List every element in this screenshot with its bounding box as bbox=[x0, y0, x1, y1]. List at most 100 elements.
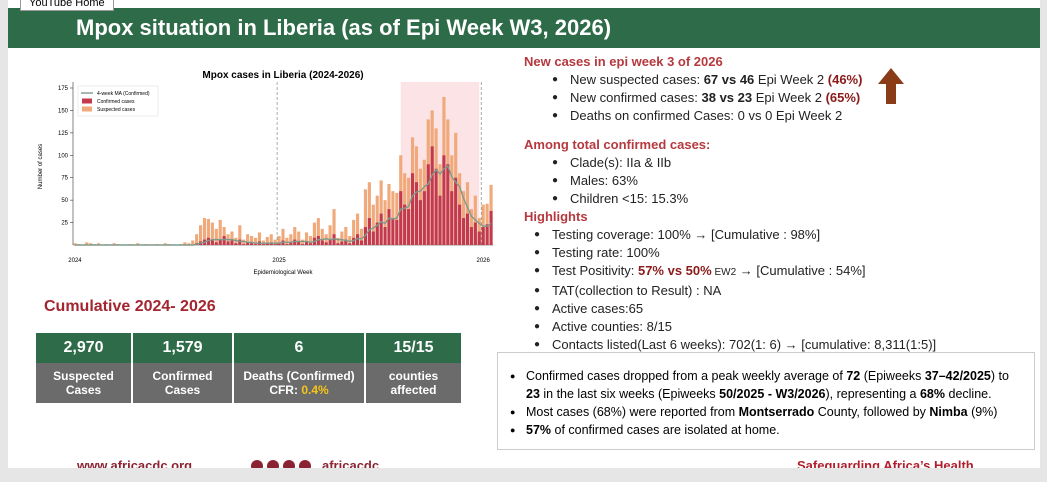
bar bbox=[301, 244, 305, 245]
bar bbox=[336, 243, 340, 245]
bar bbox=[191, 240, 195, 245]
bar bbox=[446, 164, 450, 245]
bar bbox=[257, 232, 262, 245]
bar bbox=[442, 155, 446, 245]
bar bbox=[238, 225, 242, 245]
legend-label: Confirmed cases bbox=[97, 99, 135, 105]
social-icons bbox=[251, 460, 311, 468]
bar bbox=[210, 222, 214, 245]
x-tick-label: 2024 bbox=[68, 258, 82, 264]
list-item: Confirmed cases dropped from a peak week… bbox=[510, 367, 1024, 403]
text-run: Testing coverage: 100% → [Cumulative : 9… bbox=[552, 227, 821, 242]
bar bbox=[285, 244, 289, 245]
tile-value: 2,970 bbox=[36, 333, 131, 363]
bar bbox=[344, 227, 348, 245]
text-run: 57% bbox=[526, 423, 552, 437]
bar bbox=[316, 218, 320, 245]
bar bbox=[328, 225, 332, 245]
text-run: TAT(collection to Result) : NA bbox=[552, 283, 722, 298]
list: Testing coverage: 100% → [Cumulative : 9… bbox=[524, 226, 1024, 354]
bar bbox=[242, 244, 246, 245]
cumulative-tiles: 2,970 1,579 6 15/15 Suspected Cases Confirmed… bbox=[34, 333, 463, 403]
tile-label-text: Suspected Cases bbox=[53, 369, 114, 397]
bar bbox=[85, 242, 89, 245]
bar bbox=[438, 195, 442, 245]
text-run: Confirmed cases dropped from a peak week… bbox=[526, 369, 847, 383]
bar bbox=[195, 234, 199, 245]
text-run: 68% bbox=[919, 387, 946, 401]
bar bbox=[328, 239, 332, 245]
bar bbox=[187, 243, 191, 245]
list-item: Males: 63% bbox=[552, 172, 1024, 190]
bar bbox=[418, 200, 422, 245]
tile-label-text: Confirmed Cases bbox=[152, 369, 213, 397]
bar bbox=[312, 222, 316, 245]
text-run: Nimba bbox=[929, 405, 968, 419]
up-arrow-icon bbox=[878, 68, 904, 104]
bar bbox=[356, 213, 360, 245]
bar bbox=[214, 228, 218, 245]
chart-title: Mpox cases in Liberia (2024-2026) bbox=[202, 70, 363, 81]
bar bbox=[246, 242, 250, 245]
bar bbox=[344, 239, 348, 245]
legend-swatch bbox=[82, 106, 92, 112]
bar bbox=[293, 227, 297, 245]
text-run: New suspected cases: bbox=[570, 72, 704, 87]
summary-box: Confirmed cases dropped from a peak week… bbox=[497, 352, 1035, 450]
bar bbox=[324, 234, 328, 245]
text-run: 23 bbox=[526, 387, 540, 401]
bar bbox=[277, 243, 281, 245]
text-run: in the last six weeks (Epiweeks bbox=[539, 387, 720, 401]
tile-label: Confirmed Cases bbox=[133, 363, 232, 403]
bar bbox=[422, 191, 426, 245]
bar bbox=[281, 228, 285, 245]
bar bbox=[285, 237, 289, 245]
chart: Mpox cases in Liberia (2024-2026) 2024 202… bbox=[38, 70, 493, 276]
list-item: TAT(collection to Result) : NA bbox=[534, 282, 1024, 300]
bar bbox=[250, 236, 254, 245]
new-cases-section: New cases in epi week 3 of 2026 New susp… bbox=[524, 53, 1024, 354]
bar bbox=[481, 227, 485, 245]
bar bbox=[375, 195, 379, 245]
bar bbox=[465, 213, 470, 245]
bar bbox=[218, 219, 222, 245]
text-run: Montserrado bbox=[738, 405, 815, 419]
bar bbox=[242, 239, 246, 245]
text-run: Children <15: 15.3% bbox=[570, 191, 689, 206]
y-tick-label: 50 bbox=[61, 198, 68, 204]
bar bbox=[163, 243, 167, 245]
y-tick-label: 75 bbox=[61, 176, 68, 182]
bar bbox=[320, 240, 324, 245]
bar bbox=[340, 241, 344, 245]
text-run: 37–42/2025 bbox=[924, 369, 991, 383]
bar bbox=[316, 236, 320, 245]
bar bbox=[359, 240, 364, 245]
text-run: → [Cumulative : 54%] bbox=[736, 263, 866, 278]
bar bbox=[414, 182, 419, 245]
bar bbox=[273, 244, 277, 245]
bar bbox=[426, 164, 430, 245]
bar bbox=[304, 241, 309, 245]
text-run: 50/2025 - W3/2026 bbox=[719, 387, 826, 401]
text-run: ), representing a bbox=[825, 387, 920, 401]
bar bbox=[297, 231, 301, 245]
list-item: Most cases (68%) were reported from Mont… bbox=[510, 403, 1024, 421]
bar bbox=[202, 218, 207, 245]
bar bbox=[253, 244, 258, 245]
text-run: Active cases:65 bbox=[552, 301, 644, 316]
text-run: Contacts listed(Last 6 weeks): 702(1: 6)… bbox=[552, 337, 937, 352]
text-run: 72 bbox=[846, 369, 861, 383]
bar bbox=[210, 240, 214, 245]
header-title: Mpox situation in Liberia (as of Epi Wee… bbox=[8, 8, 1040, 48]
legend-label: Suspected cases bbox=[97, 107, 136, 113]
bar bbox=[230, 231, 234, 245]
y-axis-label: Number of cases bbox=[38, 144, 44, 189]
bar bbox=[265, 236, 269, 245]
text-run: (Epiweeks bbox=[860, 369, 925, 383]
tooltip: YouTube Home bbox=[20, 0, 114, 11]
bar bbox=[320, 228, 324, 245]
bar bbox=[434, 168, 438, 245]
bar bbox=[352, 237, 356, 245]
text-run: 67 vs 46 bbox=[703, 72, 755, 87]
text-run: 0.4% bbox=[301, 383, 329, 397]
